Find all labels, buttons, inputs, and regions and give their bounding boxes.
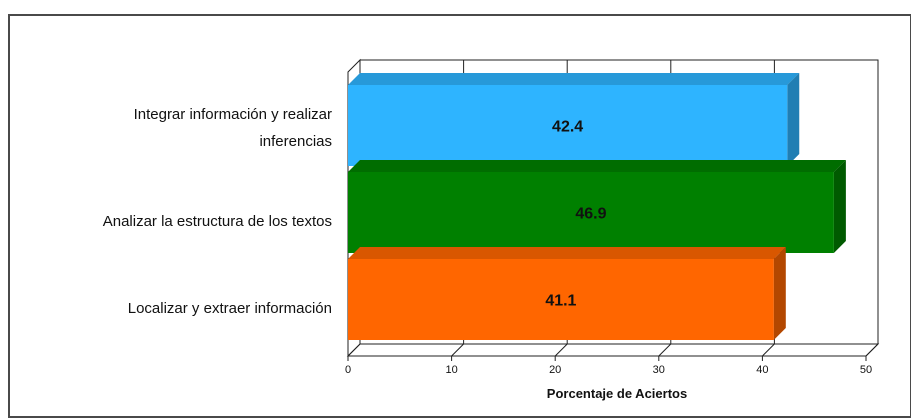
floor-gridline [762,343,775,357]
category-label-integrar: Integrar información y realizar inferenc… [2,101,332,155]
x-tick-label: 10 [445,364,457,376]
floor-gridline [451,343,464,357]
category-label-line: inferencias [259,133,332,150]
x-tick-label: 30 [653,364,665,376]
floor-gridline [658,343,672,357]
category-label-localizar: Localizar y extraer información [2,295,332,322]
plot-floor [346,343,880,357]
bar-side-face [833,160,846,253]
bar-value-label: 42.4 [552,119,583,136]
bar-top-face [348,73,800,85]
bar [348,172,834,253]
bar [348,85,788,166]
bar-top-face [348,247,786,259]
bar-side-face [787,73,800,166]
x-axis-title: Porcentaje de Aciertos [547,386,687,401]
bar-value-label: 46.9 [575,206,606,223]
x-tick-label: 0 [345,364,351,376]
bar [348,259,774,340]
x-tick-label: 50 [860,364,872,376]
floor-gridline [554,343,568,357]
bar-side-face [773,247,786,340]
category-label-line: Localizar y extraer información [127,300,332,317]
category-label-analizar: Analizar la estructura de los textos [2,208,332,235]
category-label-line: Integrar información y realizar [133,106,332,123]
bar-value-label: 41.1 [545,293,576,310]
x-tick-label: 40 [756,364,768,376]
floor-gridline [865,343,879,357]
category-label-line: Analizar la estructura de los textos [102,213,332,230]
x-tick-label: 20 [549,364,561,376]
bar-chart: 42.4 46.9 41.1 0 10 20 30 40 50 Porcentaje de Aci… [345,58,880,401]
bar-top-face [348,160,846,172]
